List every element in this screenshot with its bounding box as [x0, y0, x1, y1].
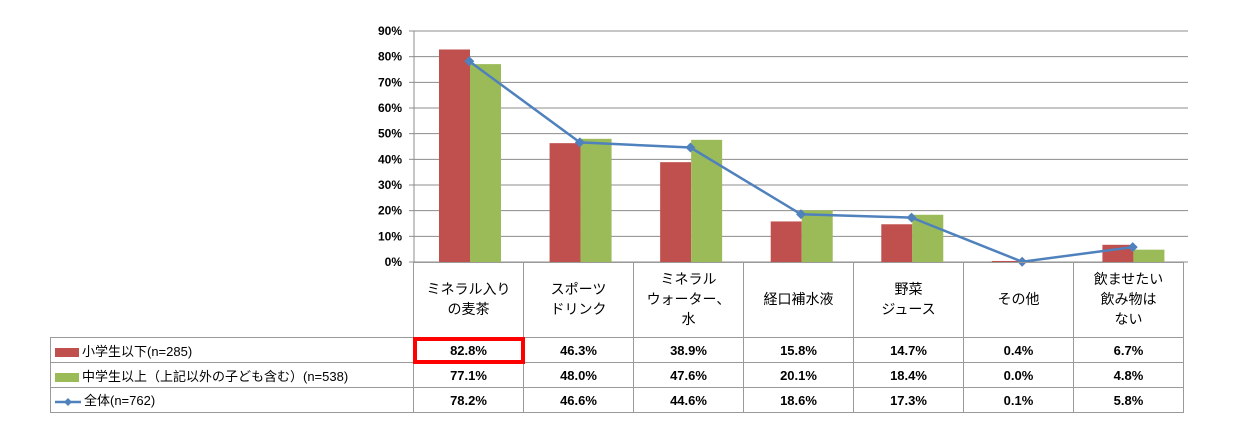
- data-cell: 20.1%: [743, 362, 854, 388]
- bar-junior-high-plus: [470, 64, 501, 262]
- legend-label: 小学生以下(n=285): [82, 343, 193, 359]
- line-point-marker: [906, 212, 917, 223]
- category-label-line: ドリンク: [550, 302, 607, 318]
- y-tick-label: 10%: [378, 229, 402, 243]
- data-cell: 15.8%: [743, 337, 854, 363]
- category-label-line: ミネラル入り: [426, 282, 511, 298]
- category-label-line: 飲ませたい: [1093, 272, 1164, 288]
- legend-swatch: [55, 372, 79, 382]
- bar-elementary: [881, 224, 913, 262]
- data-cell: 0.0%: [963, 362, 1074, 388]
- line-point-marker: [685, 142, 696, 153]
- y-tick-label: 20%: [378, 204, 402, 218]
- category-label-line: スポーツ: [550, 282, 607, 298]
- y-tick-label: 40%: [378, 152, 402, 166]
- data-cell: 0.4%: [963, 337, 1074, 363]
- data-cell: 77.1%: [413, 362, 524, 388]
- y-tick-label: 60%: [378, 101, 402, 115]
- bar-elementary: [991, 260, 1023, 262]
- line-point-marker: [574, 137, 585, 148]
- category-label-line: ジュース: [881, 302, 936, 318]
- y-tick-label: 80%: [378, 50, 402, 64]
- category-label: 飲ませたい飲み物はない: [1073, 262, 1184, 338]
- data-cell: 47.6%: [633, 362, 744, 388]
- legend-entry: 全体(n=762): [50, 387, 414, 413]
- line-point-marker: [796, 209, 806, 220]
- data-cell: 44.6%: [633, 387, 744, 413]
- data-table: ミネラル入り の麦茶 スポーツ ドリンク ミネラル ウォーター、水経口補水液 野菜 ジュースそ…: [50, 262, 1184, 413]
- category-label-line: 水: [681, 312, 696, 328]
- legend-entry: 小学生以下(n=285): [50, 337, 414, 363]
- category-label: 野菜 ジュース: [853, 262, 964, 338]
- data-cell: 38.9%: [633, 337, 744, 363]
- bar-elementary: [770, 221, 802, 262]
- category-label: 経口補水液: [743, 262, 854, 338]
- bar-junior-high-plus: [580, 138, 612, 262]
- legend-label: 中学生以上（上記以外の子ども含む）(n=538): [82, 368, 349, 384]
- data-cell: 4.8%: [1073, 362, 1184, 388]
- data-cell: 5.8%: [1073, 387, 1184, 413]
- line-point-marker: [464, 56, 475, 67]
- category-label-line: 野菜: [894, 282, 923, 298]
- category-label-line: 経口補水液: [763, 292, 834, 308]
- data-cell: 46.6%: [523, 387, 634, 413]
- category-label: その他: [963, 262, 1074, 338]
- bar-elementary: [660, 162, 692, 262]
- data-cell: 82.8%: [412, 336, 525, 364]
- bar-junior-high-plus: [912, 214, 944, 262]
- data-cell: 18.6%: [743, 387, 854, 413]
- y-tick-label: 30%: [378, 178, 402, 192]
- category-label-line: その他: [997, 292, 1040, 308]
- y-tick-label: 70%: [378, 75, 402, 89]
- data-cell: 6.7%: [1073, 337, 1184, 363]
- data-cell: 18.4%: [853, 362, 964, 388]
- line-point-marker: [1127, 242, 1138, 253]
- bar-junior-high-plus: [1133, 249, 1165, 262]
- data-cell: 46.3%: [523, 337, 634, 363]
- data-cell: 0.1%: [963, 387, 1074, 413]
- bar-junior-high-plus: [801, 210, 833, 262]
- category-label-line: ミネラル: [660, 272, 717, 288]
- y-tick-label: 90%: [378, 24, 402, 38]
- category-label-line: ない: [1114, 312, 1143, 328]
- category-label-line: の麦茶: [447, 302, 490, 318]
- table-row: 小学生以下(n=285) 82.8% 46.3% 38.9% 15.8% 14.7% 0.4…: [50, 336, 1184, 364]
- data-cell: 17.3%: [853, 387, 964, 413]
- category-label-line: 飲み物は: [1100, 292, 1157, 308]
- table-row: 中学生以上（上記以外の子ども含む）(n=538) 77.1% 48.0% 47.6% 2…: [50, 362, 1184, 388]
- table-corner: [50, 262, 414, 338]
- category-label: ミネラルウォーター、水: [633, 262, 744, 338]
- bar-junior-high-plus: [691, 139, 723, 262]
- legend-line-diamond-icon: [55, 395, 81, 410]
- y-tick-label: 50%: [378, 127, 402, 141]
- category-label: スポーツ ドリンク: [523, 262, 634, 338]
- data-cell: 48.0%: [523, 362, 634, 388]
- category-label-line: ウォーター、: [646, 292, 731, 308]
- legend-entry: 中学生以上（上記以外の子ども含む）(n=538): [50, 362, 414, 388]
- table-row: 全体(n=762) 78.2% 46.6% 44.6% 18.6% 17.3% 0.1% 5.…: [50, 387, 1184, 413]
- legend-swatch: [55, 347, 79, 357]
- bar-elementary: [549, 143, 581, 262]
- data-cell: 14.7%: [853, 337, 964, 363]
- bar-elementary: [439, 49, 470, 263]
- category-label: ミネラル入り の麦茶: [413, 262, 524, 338]
- data-cell: 78.2%: [413, 387, 524, 413]
- legend-label: 全体(n=762): [84, 393, 156, 409]
